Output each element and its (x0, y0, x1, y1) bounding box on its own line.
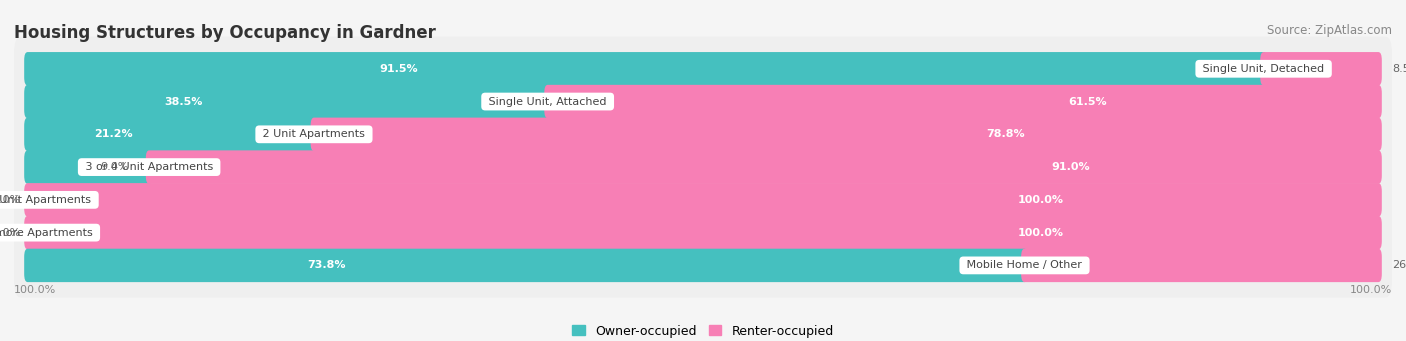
FancyBboxPatch shape (24, 249, 1028, 282)
Text: 100.0%: 100.0% (14, 285, 56, 295)
Text: 38.5%: 38.5% (165, 97, 202, 106)
Text: 61.5%: 61.5% (1069, 97, 1107, 106)
Text: 10 or more Apartments: 10 or more Apartments (0, 228, 96, 238)
FancyBboxPatch shape (14, 102, 1392, 166)
FancyBboxPatch shape (311, 118, 1382, 151)
FancyBboxPatch shape (544, 85, 1382, 118)
FancyBboxPatch shape (14, 135, 1392, 199)
FancyBboxPatch shape (14, 201, 1392, 265)
Text: 100.0%: 100.0% (1018, 195, 1064, 205)
Legend: Owner-occupied, Renter-occupied: Owner-occupied, Renter-occupied (568, 320, 838, 341)
Text: 0.0%: 0.0% (0, 195, 21, 205)
Text: 91.5%: 91.5% (380, 64, 418, 74)
FancyBboxPatch shape (24, 118, 318, 151)
FancyBboxPatch shape (24, 85, 551, 118)
Text: Single Unit, Attached: Single Unit, Attached (485, 97, 610, 106)
Text: Source: ZipAtlas.com: Source: ZipAtlas.com (1267, 24, 1392, 37)
FancyBboxPatch shape (24, 216, 1382, 249)
Text: 9.0%: 9.0% (100, 162, 129, 172)
FancyBboxPatch shape (1260, 52, 1382, 86)
Text: 73.8%: 73.8% (308, 261, 346, 270)
Text: 8.5%: 8.5% (1392, 64, 1406, 74)
Text: Housing Structures by Occupancy in Gardner: Housing Structures by Occupancy in Gardn… (14, 24, 436, 42)
FancyBboxPatch shape (24, 183, 1382, 217)
Text: Single Unit, Detached: Single Unit, Detached (1199, 64, 1327, 74)
FancyBboxPatch shape (14, 233, 1392, 297)
Text: 21.2%: 21.2% (94, 129, 132, 139)
Text: 0.0%: 0.0% (0, 228, 21, 238)
Text: 91.0%: 91.0% (1052, 162, 1091, 172)
Text: 26.2%: 26.2% (1392, 261, 1406, 270)
Text: Mobile Home / Other: Mobile Home / Other (963, 261, 1085, 270)
FancyBboxPatch shape (14, 37, 1392, 101)
FancyBboxPatch shape (14, 168, 1392, 232)
Text: 78.8%: 78.8% (987, 129, 1025, 139)
FancyBboxPatch shape (24, 52, 1267, 86)
Text: 2 Unit Apartments: 2 Unit Apartments (259, 129, 368, 139)
FancyBboxPatch shape (24, 150, 152, 184)
Text: 100.0%: 100.0% (1018, 228, 1064, 238)
Text: 3 or 4 Unit Apartments: 3 or 4 Unit Apartments (82, 162, 217, 172)
Text: 100.0%: 100.0% (1350, 285, 1392, 295)
FancyBboxPatch shape (146, 150, 1382, 184)
Text: 5 to 9 Unit Apartments: 5 to 9 Unit Apartments (0, 195, 94, 205)
FancyBboxPatch shape (14, 70, 1392, 134)
FancyBboxPatch shape (1021, 249, 1382, 282)
